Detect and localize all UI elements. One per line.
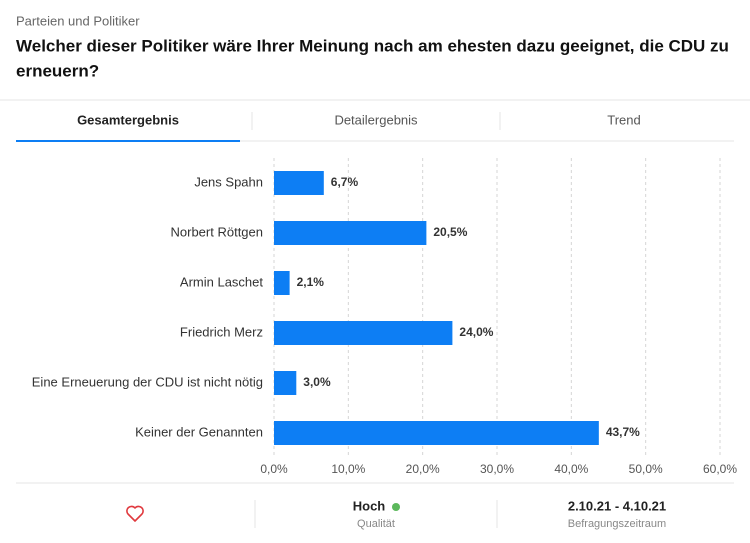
category-label: Keiner der Genannten (135, 424, 263, 439)
bar (274, 171, 324, 195)
x-tick-label: 20,0% (406, 462, 440, 476)
favorite-icon[interactable] (126, 505, 144, 522)
period-caption: Befragungszeitraum (568, 518, 666, 530)
quality-dot (392, 503, 400, 511)
category-label: Eine Erneuerung der CDU ist nicht nötig (32, 374, 263, 389)
category-label: Norbert Röttgen (171, 224, 264, 239)
x-tick-label: 10,0% (331, 462, 365, 476)
category-label: Armin Laschet (180, 274, 263, 289)
title: Welcher dieser Politiker wäre Ihrer Mein… (16, 36, 729, 55)
category-label: Jens Spahn (194, 174, 263, 189)
tab[interactable]: Trend (607, 112, 640, 127)
x-tick-label: 30,0% (480, 462, 514, 476)
x-tick-label: 60,0% (703, 462, 737, 476)
bar (274, 421, 599, 445)
title: erneuern? (16, 61, 99, 80)
value-label: 43,7% (606, 425, 640, 439)
quality-caption: Qualität (357, 518, 395, 530)
x-tick-label: 50,0% (629, 462, 663, 476)
value-label: 24,0% (459, 325, 493, 339)
tab[interactable]: Gesamtergebnis (77, 112, 179, 127)
x-tick-label: 40,0% (554, 462, 588, 476)
value-label: 3,0% (303, 375, 331, 389)
bar (274, 371, 297, 395)
x-tick-label: 0,0% (260, 462, 288, 476)
category-label: Friedrich Merz (180, 324, 263, 339)
bar (274, 271, 290, 295)
chart: 0,0% 10,0% 20,0% 30,0% 40,0% 50,0% 60,0% Jens S… (32, 158, 737, 476)
quality: Hoch (353, 498, 386, 513)
value-label: 6,7% (331, 175, 359, 189)
value-label: 20,5% (433, 225, 467, 239)
tab[interactable]: Detailergebnis (334, 112, 418, 127)
kicker: Parteien und Politiker (16, 13, 140, 28)
bar (274, 221, 427, 245)
bar (274, 321, 453, 345)
period: 2.10.21 - 4.10.21 (568, 498, 666, 513)
value-label: 2,1% (297, 275, 325, 289)
